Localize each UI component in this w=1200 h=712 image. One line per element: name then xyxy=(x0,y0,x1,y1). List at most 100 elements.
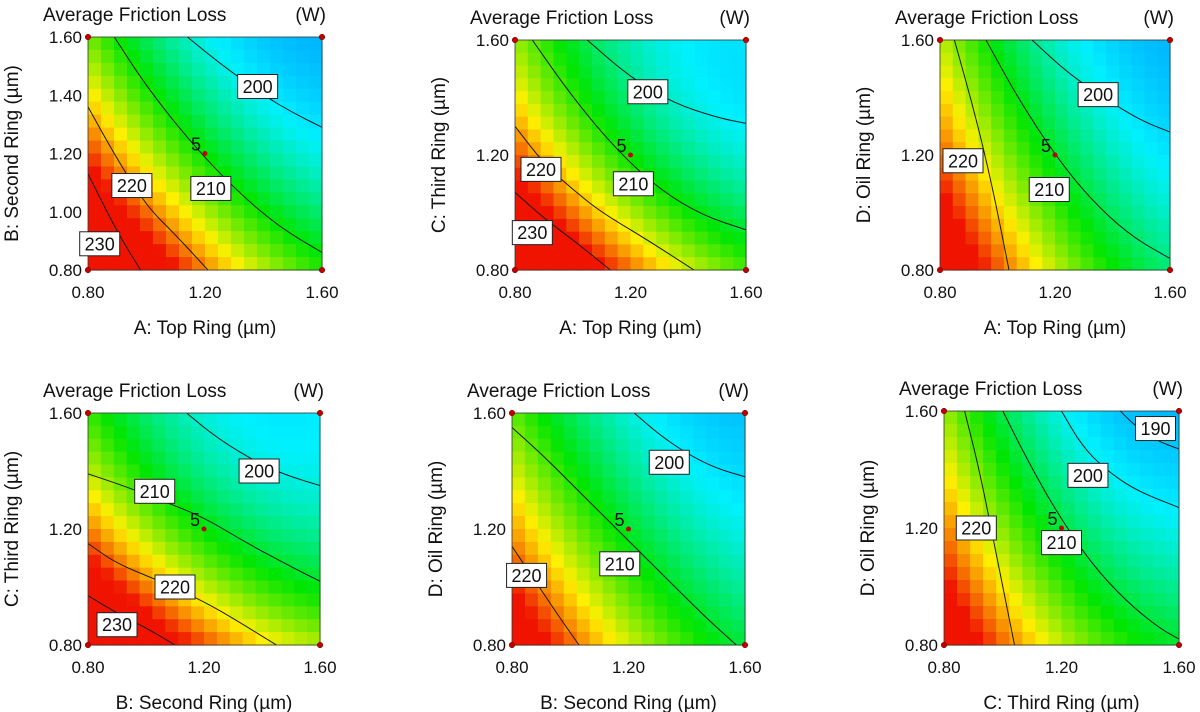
heatmap-cell xyxy=(604,103,619,118)
heatmap-cell xyxy=(540,91,555,105)
heatmap-cell xyxy=(205,114,219,129)
heatmap-cell xyxy=(205,205,219,219)
heatmap-cell xyxy=(1118,257,1133,271)
heatmap-cell xyxy=(1100,411,1115,425)
heatmap-cell xyxy=(1067,244,1082,258)
design-point xyxy=(936,266,944,274)
heatmap-cell xyxy=(204,413,218,427)
heatmap-cell xyxy=(628,477,643,491)
heatmap-cell xyxy=(268,529,282,543)
heatmap-cell xyxy=(204,619,218,633)
heatmap-cell xyxy=(100,413,115,427)
y-tick-label: 1.60 xyxy=(905,402,938,421)
heatmap-cell xyxy=(179,101,193,116)
heatmap-cell xyxy=(126,516,141,530)
heatmap-cell xyxy=(707,206,721,220)
heatmap-cell xyxy=(113,451,128,466)
heatmap-cell xyxy=(656,155,670,169)
heatmap-cell xyxy=(281,425,295,440)
heatmap-cell xyxy=(630,218,644,233)
heatmap-cell xyxy=(970,541,984,555)
heatmap-cell xyxy=(667,477,681,491)
heatmap-cell xyxy=(589,451,604,466)
heatmap-cell xyxy=(602,425,617,440)
design-point xyxy=(84,409,92,417)
heatmap-cell xyxy=(296,114,310,129)
heatmap-cell xyxy=(957,619,971,633)
heatmap-cell xyxy=(693,490,707,504)
heatmap-cell xyxy=(153,192,167,206)
center-point xyxy=(1059,525,1064,531)
heatmap-cell xyxy=(1106,103,1120,118)
heatmap-cell xyxy=(179,114,193,129)
heatmap-cell xyxy=(576,567,591,582)
heatmap-cell xyxy=(1022,515,1036,529)
heatmap-cell xyxy=(192,140,206,155)
heatmap-cell xyxy=(602,516,617,530)
y-tick-label: 1.60 xyxy=(49,404,82,423)
heatmap-cell xyxy=(100,580,115,595)
heatmap-cell xyxy=(656,65,670,79)
heatmap-cell xyxy=(615,438,630,453)
heatmap-cell xyxy=(707,78,721,92)
heatmap-cell xyxy=(706,593,720,607)
heatmap-cell xyxy=(126,593,141,607)
heatmap-cell xyxy=(114,62,128,77)
heatmap-cell xyxy=(139,541,154,556)
heatmap-cell xyxy=(126,580,141,595)
heatmap-cell xyxy=(1152,489,1167,503)
heatmap-cell xyxy=(1157,155,1171,169)
heatmap-cell xyxy=(268,413,282,427)
heatmap-cell xyxy=(991,129,1005,143)
heatmap-cell xyxy=(1113,476,1128,490)
heatmap-cell xyxy=(1042,40,1056,54)
heatmap-cell xyxy=(1106,116,1120,131)
heatmap-cell xyxy=(944,541,958,555)
heatmap-cell xyxy=(991,244,1005,258)
heatmap-cell xyxy=(1035,424,1050,438)
heatmap-cell xyxy=(978,52,992,67)
heatmap-cell xyxy=(630,103,644,118)
heatmap-cell xyxy=(191,490,205,504)
heatmap-cell xyxy=(970,489,984,503)
design-point xyxy=(84,266,92,274)
heatmap-cell xyxy=(1157,52,1171,67)
heatmap-cell xyxy=(643,218,657,233)
heatmap-cell xyxy=(617,116,632,131)
heatmap-cell xyxy=(140,75,154,90)
heatmap-cell xyxy=(563,580,578,595)
heatmap-cell xyxy=(1131,193,1146,207)
heatmap-cell xyxy=(283,205,297,219)
heatmap-cell xyxy=(669,129,683,143)
heatmap-cell xyxy=(576,516,591,530)
heatmap-cell xyxy=(615,632,630,646)
heatmap-cell xyxy=(1087,450,1102,464)
heatmap-cell xyxy=(1093,155,1107,169)
heatmap-cell xyxy=(991,231,1005,246)
heatmap-cell xyxy=(983,567,997,581)
heatmap-cell xyxy=(680,567,694,582)
heatmap-cell xyxy=(88,101,102,116)
heatmap-cell xyxy=(152,632,166,646)
heatmap-cell xyxy=(1055,116,1069,131)
heatmap-cell xyxy=(231,192,245,206)
heatmap-cell xyxy=(978,78,992,92)
heatmap-cell xyxy=(1087,554,1102,568)
heatmap-cell xyxy=(602,529,617,543)
y-axis-label: C: Third Ring (µm) xyxy=(429,77,450,233)
heatmap-cell xyxy=(100,425,115,440)
heatmap-cell xyxy=(1093,167,1107,182)
heatmap-cell xyxy=(153,88,167,103)
heatmap-cell xyxy=(996,541,1010,555)
heatmap-cell xyxy=(231,205,245,219)
heatmap-cell xyxy=(88,192,102,206)
heatmap-cell xyxy=(566,129,580,143)
heatmap-cell xyxy=(1042,218,1056,233)
heatmap-cell xyxy=(643,65,657,79)
heatmap-cell xyxy=(114,257,128,271)
heatmap-cell xyxy=(191,516,205,530)
heatmap-cell xyxy=(229,606,244,620)
heatmap-cell xyxy=(965,244,979,258)
heatmap-cell xyxy=(537,451,552,466)
heatmap-cell xyxy=(733,65,747,79)
